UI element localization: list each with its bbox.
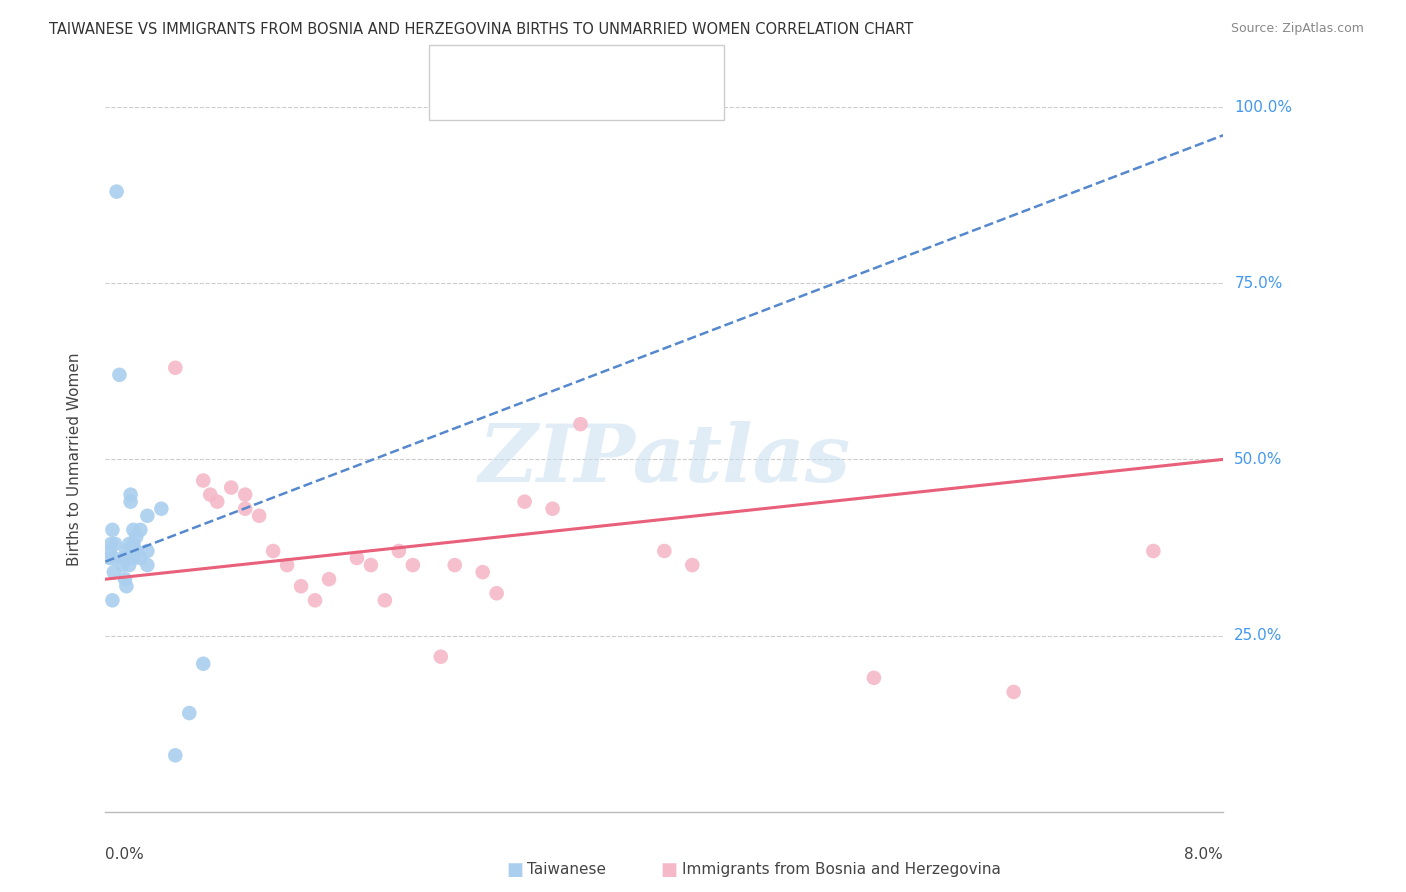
Text: ■: ■ [506, 861, 523, 879]
Text: ■: ■ [661, 861, 678, 879]
Text: R =: R = [460, 95, 496, 112]
Point [569, 417, 592, 431]
Point [125, 544, 148, 558]
Point [100, 537, 122, 551]
Text: ZIPatlas: ZIPatlas [478, 421, 851, 498]
Text: 0.334: 0.334 [495, 95, 548, 112]
Point [219, 481, 242, 495]
Text: N =: N = [560, 95, 596, 112]
Point [262, 544, 284, 558]
Point [374, 593, 396, 607]
Point [136, 558, 159, 573]
Point [136, 544, 159, 558]
Point [430, 649, 453, 664]
Text: ■: ■ [440, 57, 457, 75]
Point [179, 706, 201, 720]
Point [304, 593, 326, 607]
Point [136, 508, 159, 523]
Text: 50.0%: 50.0% [1234, 452, 1282, 467]
Point [1142, 544, 1164, 558]
Point [120, 487, 142, 501]
Text: TAIWANESE VS IMMIGRANTS FROM BOSNIA AND HERZEGOVINA BIRTHS TO UNMARRIED WOMEN CO: TAIWANESE VS IMMIGRANTS FROM BOSNIA AND … [49, 22, 914, 37]
Point [115, 579, 138, 593]
Point [513, 494, 536, 508]
Point [114, 572, 136, 586]
Point [112, 551, 135, 566]
Point [863, 671, 886, 685]
Point [247, 508, 270, 523]
Text: 75.0%: 75.0% [1234, 276, 1282, 291]
Point [122, 551, 145, 566]
Point [233, 487, 256, 501]
Point [233, 501, 256, 516]
Point [652, 544, 676, 558]
Text: 34: 34 [593, 57, 617, 75]
Point [290, 579, 312, 593]
Text: 0.086: 0.086 [495, 57, 547, 75]
Point [115, 544, 138, 558]
Point [103, 551, 125, 566]
Text: Immigrants from Bosnia and Herzegovina: Immigrants from Bosnia and Herzegovina [682, 863, 1001, 877]
Text: 8.0%: 8.0% [1184, 847, 1223, 862]
Point [125, 530, 148, 544]
Text: 100.0%: 100.0% [1234, 100, 1292, 114]
Y-axis label: Births to Unmarried Women: Births to Unmarried Women [67, 352, 82, 566]
Point [103, 565, 125, 579]
Point [129, 551, 152, 566]
Text: ■: ■ [440, 95, 457, 112]
Point [388, 544, 411, 558]
Point [118, 537, 141, 551]
Point [193, 657, 215, 671]
Text: N =: N = [560, 57, 596, 75]
Point [346, 551, 368, 566]
Point [101, 593, 124, 607]
Text: Source: ZipAtlas.com: Source: ZipAtlas.com [1230, 22, 1364, 36]
Text: Taiwanese: Taiwanese [527, 863, 606, 877]
Text: 0.0%: 0.0% [105, 847, 145, 862]
Point [118, 558, 141, 573]
Point [360, 558, 382, 573]
Point [98, 551, 121, 566]
Point [122, 537, 145, 551]
Point [443, 558, 465, 573]
Point [200, 487, 222, 501]
Point [205, 494, 228, 508]
Point [104, 537, 127, 551]
Point [98, 544, 121, 558]
Point [105, 185, 128, 199]
Point [681, 558, 703, 573]
Point [117, 551, 139, 566]
Point [150, 501, 173, 516]
Point [276, 558, 298, 573]
Text: 25.0%: 25.0% [1234, 628, 1282, 643]
Point [111, 558, 134, 573]
Point [101, 523, 124, 537]
Point [541, 501, 564, 516]
Point [108, 368, 131, 382]
Point [1002, 685, 1025, 699]
Point [165, 748, 187, 763]
Point [122, 523, 145, 537]
Point [485, 586, 508, 600]
Point [165, 360, 187, 375]
Point [402, 558, 425, 573]
Point [318, 572, 340, 586]
Point [471, 565, 494, 579]
Text: R =: R = [460, 57, 496, 75]
Point [193, 474, 215, 488]
Text: 30: 30 [593, 95, 616, 112]
Point [120, 494, 142, 508]
Point [129, 523, 152, 537]
